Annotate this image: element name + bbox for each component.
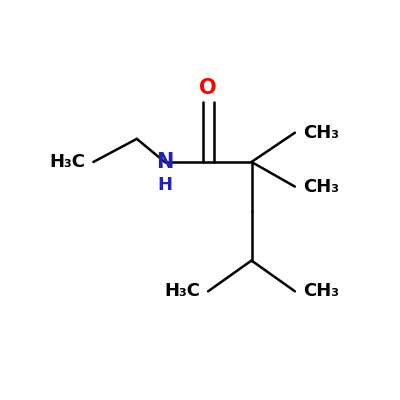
Text: CH₃: CH₃	[303, 178, 339, 196]
Text: O: O	[199, 78, 217, 98]
Text: N: N	[156, 152, 173, 172]
Text: CH₃: CH₃	[303, 124, 339, 142]
Text: H: H	[157, 176, 172, 194]
Text: H₃C: H₃C	[50, 153, 86, 171]
Text: CH₃: CH₃	[303, 282, 339, 300]
Text: H₃C: H₃C	[164, 282, 200, 300]
